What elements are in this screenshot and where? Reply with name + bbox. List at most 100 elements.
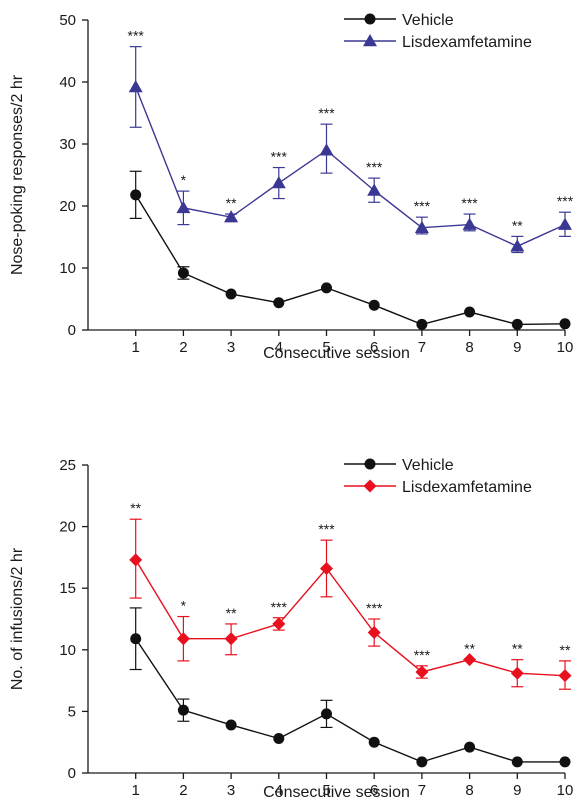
x-tick-label: 3 bbox=[227, 782, 235, 799]
data-point bbox=[321, 708, 332, 720]
data-point bbox=[416, 318, 428, 330]
significance-label: * bbox=[181, 598, 187, 614]
data-point bbox=[271, 176, 286, 189]
chart-infusions: 0 5 10 15 20 25 1 2 3 4 5 6 7 8 9 10 Consecutive session… bbox=[9, 457, 573, 801]
data-point bbox=[464, 741, 476, 753]
x-tick-label: 2 bbox=[179, 339, 187, 356]
x-axis-title: Consecutive session bbox=[263, 345, 410, 362]
x-tick-label: 6 bbox=[370, 339, 378, 356]
significance-label: *** bbox=[461, 195, 478, 211]
significance-label: ** bbox=[464, 641, 475, 657]
significance-label: ** bbox=[512, 641, 523, 657]
series-line bbox=[135, 194, 566, 326]
significance-label: *** bbox=[128, 28, 145, 44]
data-point bbox=[368, 299, 380, 311]
data-point bbox=[129, 553, 143, 567]
data-point bbox=[176, 200, 191, 214]
data-point bbox=[559, 756, 571, 768]
data-point bbox=[177, 267, 189, 279]
data-point bbox=[558, 669, 572, 683]
data-point bbox=[464, 306, 476, 318]
y-tick-label: 5 bbox=[68, 703, 76, 720]
data-point bbox=[416, 756, 428, 768]
data-point bbox=[128, 79, 143, 93]
significance-label: *** bbox=[366, 600, 383, 616]
y-tick-label: 30 bbox=[59, 136, 76, 153]
x-tick-label: 2 bbox=[179, 782, 187, 799]
significance-label: ** bbox=[560, 642, 571, 658]
x-tick-label: 4 bbox=[275, 339, 283, 356]
y-tick-label: 25 bbox=[59, 457, 76, 474]
data-point bbox=[130, 633, 142, 645]
data-point bbox=[273, 297, 285, 309]
series-line bbox=[135, 638, 565, 763]
x-tick-label: 4 bbox=[275, 782, 283, 799]
series-lisdexamfetamine: ****************** ******** bbox=[128, 28, 574, 254]
y-tick-label: 50 bbox=[59, 12, 76, 29]
data-point bbox=[463, 653, 477, 667]
data-point bbox=[510, 239, 525, 252]
x-tick-label: 1 bbox=[132, 339, 140, 356]
series-vehicle bbox=[129, 170, 571, 330]
data-point bbox=[558, 217, 572, 230]
legend-label: Lisdexamfetamine bbox=[402, 34, 532, 51]
data-point bbox=[415, 665, 429, 679]
data-point bbox=[130, 189, 142, 201]
series-line bbox=[135, 86, 566, 248]
data-point bbox=[320, 561, 333, 575]
data-point bbox=[224, 632, 238, 646]
data-point bbox=[225, 288, 237, 300]
x-axis-title: Consecutive session bbox=[263, 784, 410, 801]
x-tick-label: 6 bbox=[370, 782, 378, 799]
y-tick-label: 10 bbox=[59, 642, 76, 659]
legend-label: Lisdexamfetamine bbox=[402, 479, 532, 496]
legend: Vehicle Lisdexamfetamine bbox=[344, 12, 532, 51]
significance-label: *** bbox=[271, 599, 288, 615]
data-point bbox=[319, 143, 334, 156]
significance-label: * bbox=[181, 172, 187, 188]
series-vehicle bbox=[129, 607, 571, 768]
y-tick-label: 10 bbox=[59, 260, 76, 277]
y-tick-label: 0 bbox=[68, 322, 76, 339]
y-tick-label: 20 bbox=[59, 519, 76, 536]
significance-label: ** bbox=[226, 195, 237, 211]
data-point bbox=[510, 666, 524, 680]
legend-label: Vehicle bbox=[402, 457, 454, 474]
data-point bbox=[176, 632, 190, 646]
significance-label: *** bbox=[414, 198, 431, 214]
data-point bbox=[224, 210, 239, 223]
legend-marker bbox=[364, 458, 376, 470]
data-point bbox=[511, 756, 523, 768]
series-line bbox=[135, 559, 566, 677]
x-tick-label: 7 bbox=[418, 339, 426, 356]
significance-label: *** bbox=[414, 647, 431, 663]
data-point bbox=[367, 183, 382, 196]
data-point bbox=[559, 318, 571, 330]
significance-label: *** bbox=[318, 521, 335, 537]
data-point bbox=[177, 704, 189, 716]
legend: Vehicle Lisdexamfetamine bbox=[344, 457, 532, 496]
x-tick-label: 8 bbox=[465, 339, 473, 356]
significance-label: ** bbox=[512, 217, 523, 233]
x-tick-label: 9 bbox=[513, 339, 521, 356]
y-axis-title: Nose-poking responses/2 hr bbox=[9, 74, 26, 275]
chart-nose-poking-responses: 0 10 20 30 40 50 1 2 3 4 5 6 7 8 9 10 Consecutive sessio… bbox=[9, 12, 574, 362]
data-point bbox=[511, 318, 523, 330]
significance-label: ** bbox=[226, 605, 237, 621]
legend-marker bbox=[363, 479, 377, 493]
y-tick-label: 15 bbox=[59, 580, 76, 597]
legend-marker bbox=[363, 34, 377, 47]
y-tick-label: 40 bbox=[59, 74, 76, 91]
data-point bbox=[321, 282, 332, 294]
y-tick-label: 20 bbox=[59, 198, 76, 215]
significance-label: *** bbox=[271, 149, 288, 165]
x-tick-label: 7 bbox=[418, 782, 426, 799]
x-tick-label: 5 bbox=[322, 339, 330, 356]
legend-marker bbox=[364, 13, 376, 25]
data-point bbox=[414, 220, 429, 233]
data-point bbox=[273, 733, 285, 745]
data-point bbox=[272, 617, 286, 631]
y-axis-title: No. of infusions/2 hr bbox=[9, 547, 26, 690]
y-tick-label: 0 bbox=[68, 765, 76, 782]
